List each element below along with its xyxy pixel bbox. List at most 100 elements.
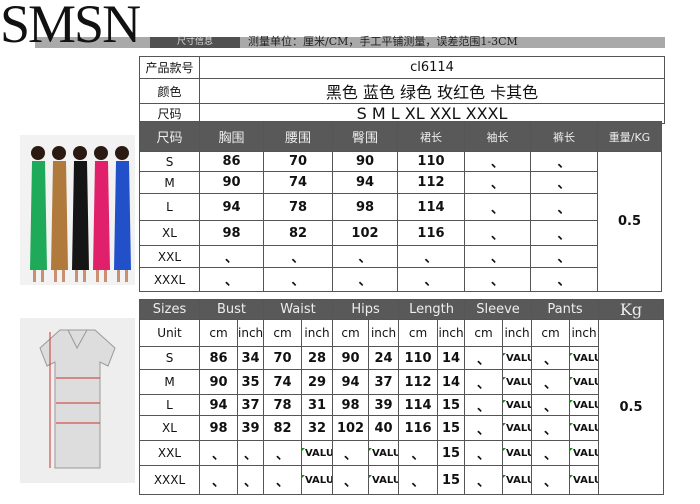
table-cell: 、 (464, 245, 531, 268)
table-cell: VALU (569, 369, 600, 395)
column-header: 胸围 (199, 121, 264, 152)
table-cell: 、 (464, 193, 531, 221)
table-row: S 86 70 90 110、、 0.5 (139, 151, 662, 292)
table-cell: 102 (332, 415, 370, 441)
table-cell: 86 (199, 151, 264, 172)
table-cell: 、 (199, 267, 264, 292)
table-cell: 、 (398, 465, 439, 495)
table-cell: 、 (530, 171, 598, 194)
table-cell: 15 (437, 440, 466, 466)
table-cell: 、 (531, 440, 571, 466)
table-cell: VALU (569, 465, 600, 495)
table-cell: 39 (237, 415, 264, 441)
table-cell: 、 (531, 369, 571, 395)
table-cell: 、 (397, 267, 465, 292)
column-header: Sleeve (464, 299, 533, 320)
table-cell: 、 (531, 346, 571, 370)
table-cell: 110 (397, 151, 465, 172)
table-cell: 102 (332, 220, 398, 246)
table-cell: 、 (332, 465, 370, 495)
table-cell: 114 (398, 394, 439, 416)
product-info-table: 产品款号 cl6114 颜色 黑色 蓝色 绿色 玫红色 卡其色 尺码 S M L XL X… (139, 56, 665, 124)
table-cell: VALU (368, 465, 400, 495)
unit-cell: inch (569, 319, 600, 347)
table-cell: 74 (263, 171, 333, 194)
table-cell: 、 (464, 151, 531, 172)
table-cell: 、 (531, 465, 571, 495)
table-cell: 34 (237, 346, 264, 370)
header-bar (35, 37, 665, 48)
table-cell: 、 (530, 220, 598, 246)
unit-cell: Unit (139, 319, 200, 347)
column-header: Waist (262, 299, 334, 320)
table-cell: 78 (263, 193, 333, 221)
table-row: XXXL、、、、、、 (139, 267, 662, 292)
table-cell: VALU (502, 465, 533, 495)
column-header: 袖长 (464, 121, 531, 152)
header-row: Sizes Bust Waist Hips Length Sleeve Pants Kg (139, 299, 665, 320)
table-cell: 、 (464, 171, 531, 194)
table-cell: 、 (464, 394, 504, 416)
size-table-cn: 尺码 胸围 腰围 臀围 裙长 袖长 裤长 重量/KG S 86 70 90 110、、 0.5 M 90 74 9… (139, 121, 662, 292)
table-cell: 90 (199, 369, 238, 395)
table-cell: XXXL (139, 465, 200, 495)
header-row: 尺码 胸围 腰围 臀围 裙长 袖长 裤长 重量/KG (139, 121, 662, 152)
table-cell: 、 (199, 440, 238, 466)
unit-cell: cm (199, 319, 238, 347)
table-cell: 94 (332, 369, 370, 395)
table-cell: 78 (263, 394, 302, 416)
table-cell: 15 (437, 465, 466, 495)
table-cell: 15 (437, 394, 466, 416)
table-cell: 、 (464, 267, 531, 292)
table-cell: 、 (332, 267, 398, 292)
table-cell: S (139, 151, 200, 172)
unit-cell: inch (300, 319, 334, 347)
table-cell: VALU (502, 415, 533, 441)
table-cell: 、 (530, 267, 598, 292)
weight-cell: 0.5 (597, 151, 662, 292)
table-cell: 110 (398, 346, 439, 370)
table-cell: 28 (300, 346, 334, 370)
table-cell: 、 (530, 151, 598, 172)
column-header: Kg (598, 299, 665, 320)
table-row: XXXL、、、VALU、VALU、15、VALU、VALU (139, 465, 664, 495)
unit-cell: cm (332, 319, 370, 347)
info-row: 产品款号 cl6114 (139, 56, 665, 79)
table-cell: 、 (531, 394, 571, 416)
column-header: 臀围 (332, 121, 398, 152)
table-cell: 、 (530, 193, 598, 221)
model-figure (93, 146, 110, 282)
table-cell: 24 (368, 346, 400, 370)
table-cell: VALU (502, 369, 533, 395)
table-cell: 14 (437, 346, 466, 370)
table-cell: 98 (332, 193, 398, 221)
table-cell: 、 (199, 465, 238, 495)
table-cell: 31 (300, 394, 334, 416)
section-label: 尺寸信息 (150, 37, 240, 48)
info-label: 颜色 (139, 78, 200, 104)
table-cell: 94 (332, 171, 398, 194)
table-cell: 37 (237, 394, 264, 416)
table-cell: VALU (300, 440, 334, 466)
table-cell: 、 (397, 245, 465, 268)
model-figure (30, 146, 47, 282)
table-cell: 90 (199, 171, 264, 194)
table-cell: 、 (332, 440, 370, 466)
column-header: 尺码 (139, 121, 200, 152)
table-cell: 94 (199, 394, 238, 416)
info-value: 黑色 蓝色 绿色 玫红色 卡其色 (199, 78, 665, 104)
model-figure (114, 146, 131, 282)
table-cell: 40 (368, 415, 400, 441)
table-cell: 98 (332, 394, 370, 416)
table-cell: 、 (398, 440, 439, 466)
table-cell: VALU (569, 346, 600, 370)
unit-cell: inch (437, 319, 466, 347)
table-cell: 、 (263, 440, 302, 466)
table-cell: XXXL (139, 267, 200, 292)
table-cell: 94 (199, 193, 264, 221)
table-row: XXL、、、VALU、VALU、15、VALU、VALU (139, 440, 664, 466)
column-header: 裙长 (397, 121, 465, 152)
